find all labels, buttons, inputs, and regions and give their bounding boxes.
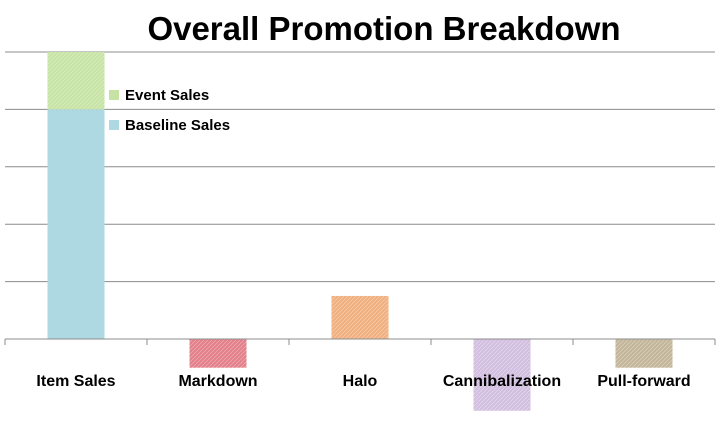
category-label-cannibalization: Cannibalization bbox=[443, 373, 561, 390]
bar-markdown bbox=[189, 339, 247, 368]
legend-swatch-event-sales bbox=[109, 90, 119, 100]
bar-item-sales-event-sales bbox=[47, 52, 105, 110]
legend-label-baseline-sales: Baseline Sales bbox=[125, 117, 230, 134]
legend-label-event-sales: Event Sales bbox=[125, 87, 209, 104]
x-axis bbox=[4, 338, 716, 345]
bars bbox=[47, 52, 673, 411]
legend: Event Sales Baseline Sales bbox=[109, 87, 230, 134]
bar-halo bbox=[331, 295, 389, 339]
gridlines bbox=[5, 51, 715, 283]
chart-title: Overall Promotion Breakdown bbox=[147, 10, 620, 47]
category-label-halo: Halo bbox=[343, 373, 378, 390]
bar-pull-forward bbox=[615, 339, 673, 368]
legend-swatch-baseline-sales bbox=[109, 120, 119, 130]
category-label-markdown: Markdown bbox=[178, 373, 257, 390]
category-label-item-sales: Item Sales bbox=[36, 373, 115, 390]
bar-item-sales-baseline-sales bbox=[47, 109, 105, 340]
bar-cannibalization bbox=[473, 339, 531, 411]
category-labels: Item Sales Markdown Halo Cannibalization Pul… bbox=[36, 373, 690, 390]
category-label-pull-forward: Pull-forward bbox=[597, 373, 690, 390]
